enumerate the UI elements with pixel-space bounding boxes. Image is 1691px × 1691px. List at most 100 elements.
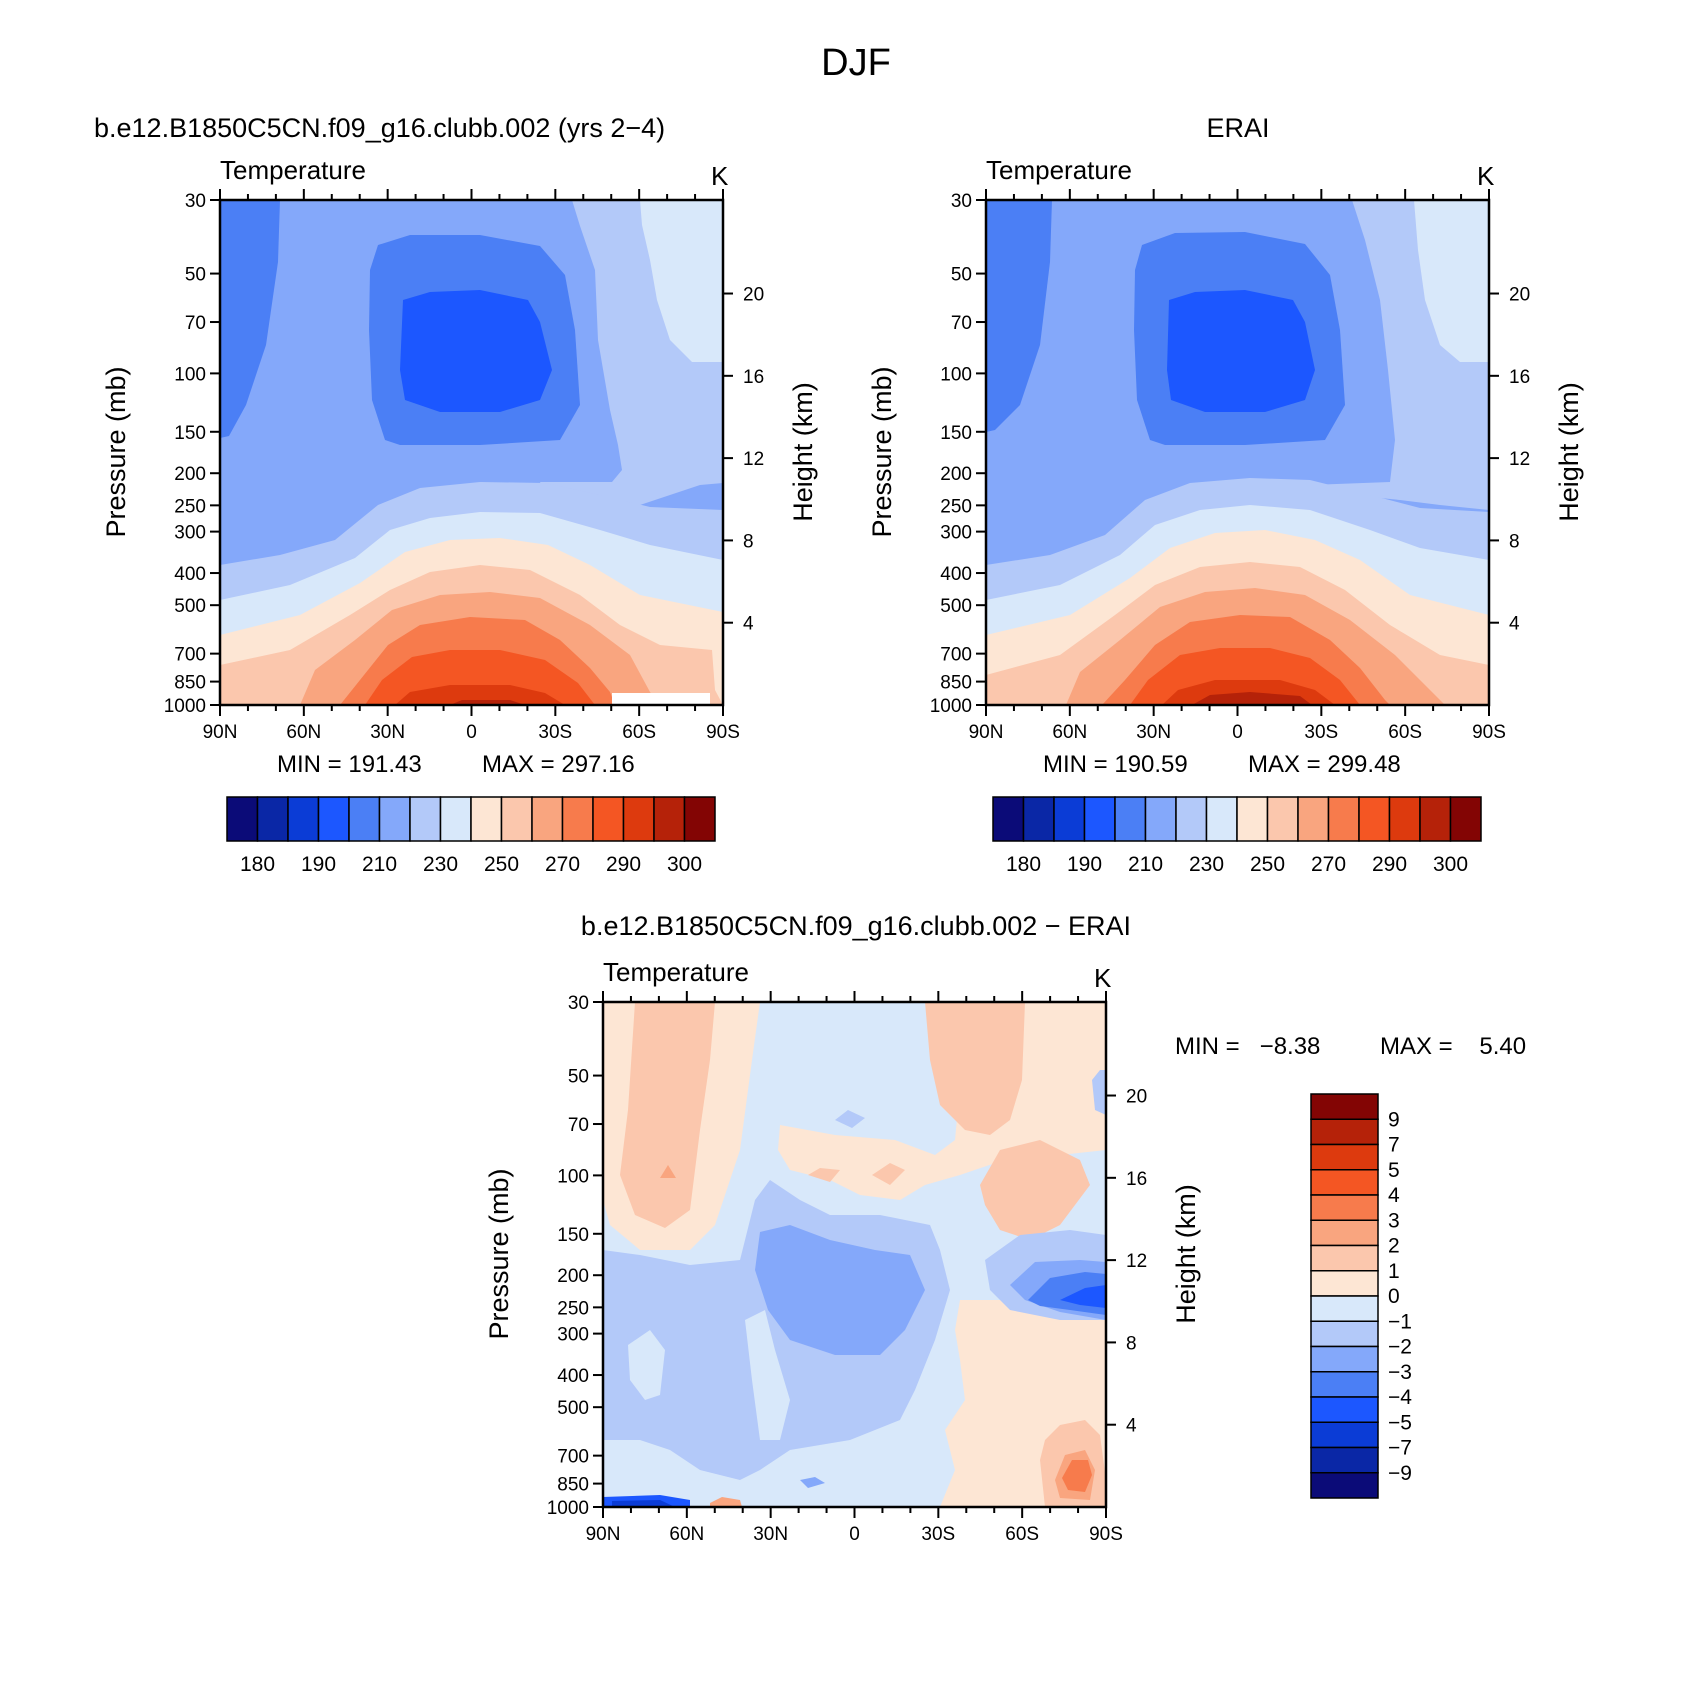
diff-ptick-label: 400 bbox=[557, 1366, 589, 1387]
obs-colorbar-label: 210 bbox=[1128, 853, 1163, 876]
diff-ptick-label: 150 bbox=[557, 1225, 589, 1246]
obs-ptick-label: 200 bbox=[940, 464, 972, 485]
obs-fill-190 bbox=[1167, 290, 1315, 412]
diff-ptick-label: 50 bbox=[568, 1067, 589, 1088]
panel-obs-max: MAX = 299.48 bbox=[1248, 751, 1401, 778]
model-colorbar-swatch bbox=[409, 796, 442, 842]
obs-colorbar-label: 270 bbox=[1311, 853, 1346, 876]
diff-ptick-label: 250 bbox=[557, 1298, 589, 1319]
obs-ptick-label: 30 bbox=[951, 191, 972, 212]
obs-colorbar-swatch bbox=[1297, 796, 1330, 842]
diff-colorbar-swatch bbox=[1310, 1118, 1379, 1146]
model-colorbar-swatch bbox=[348, 796, 381, 842]
diff-ptick-label: 100 bbox=[557, 1166, 589, 1187]
obs-ptick-label: 700 bbox=[940, 645, 972, 666]
model-htick-label: 8 bbox=[743, 531, 754, 552]
diff-fill-minus1-hole-1 bbox=[628, 1330, 665, 1400]
panel-diff-contours bbox=[603, 1002, 1106, 1507]
obs-ptick-label: 1000 bbox=[930, 696, 972, 717]
model-fill-190 bbox=[400, 290, 552, 412]
model-colorbar-label: 270 bbox=[545, 853, 580, 876]
obs-colorbar-swatch bbox=[1205, 796, 1238, 842]
diff-fill-warm-left bbox=[620, 1002, 715, 1228]
diff-ptick-label: 300 bbox=[557, 1325, 589, 1346]
model-ptick-label: 500 bbox=[174, 596, 206, 617]
diff-ptick-label: 850 bbox=[557, 1475, 589, 1496]
panel-diff-min: MIN = −8.38 bbox=[1175, 1033, 1320, 1060]
diff-colorbar-label: 2 bbox=[1388, 1235, 1400, 1258]
obs-lat-label: 60N bbox=[1052, 722, 1087, 743]
model-lat-label: 0 bbox=[466, 722, 477, 743]
panel-obs-ticks: 3050701001502002503004005007008501000481… bbox=[930, 189, 1530, 743]
diff-colorbar-label: −5 bbox=[1388, 1411, 1412, 1434]
diff-lat-label: 90N bbox=[586, 1524, 621, 1545]
diff-ptick-label: 1000 bbox=[547, 1498, 589, 1519]
panel-model-variable: Temperature bbox=[220, 155, 366, 185]
obs-colorbar-swatch bbox=[1053, 796, 1086, 842]
diff-colorbar-label: −4 bbox=[1388, 1386, 1412, 1409]
model-colorbar-swatch bbox=[470, 796, 503, 842]
panel-obs-colorbar: 180 190 210 230 250 270 290 300 bbox=[992, 796, 1482, 876]
panel-diff-units: K bbox=[1094, 963, 1112, 993]
obs-ptick-label: 400 bbox=[940, 564, 972, 585]
panel-model-min: MIN = 191.43 bbox=[277, 751, 422, 778]
panel-diff: b.e12.B1850C5CN.f09_g16.clubb.002 − ERAI bbox=[484, 911, 1526, 1545]
obs-ptick-label: 250 bbox=[940, 496, 972, 517]
obs-lat-label: 60S bbox=[1388, 722, 1422, 743]
obs-colorbar-swatch bbox=[1358, 796, 1391, 842]
diff-colorbar-label: −7 bbox=[1388, 1437, 1412, 1460]
obs-ptick-label: 500 bbox=[940, 596, 972, 617]
diff-colorbar-label: 9 bbox=[1388, 1108, 1400, 1131]
obs-ptick-label: 70 bbox=[951, 313, 972, 334]
diff-lat-label: 60S bbox=[1005, 1524, 1039, 1545]
panel-obs-variable: Temperature bbox=[986, 155, 1132, 185]
model-colorbar-swatch bbox=[592, 796, 625, 842]
model-htick-label: 16 bbox=[743, 367, 764, 388]
obs-colorbar-label: 290 bbox=[1372, 853, 1407, 876]
model-ptick-label: 30 bbox=[185, 191, 206, 212]
obs-colorbar-swatch bbox=[1449, 796, 1482, 842]
model-ptick-label: 400 bbox=[174, 564, 206, 585]
panel-model-units: K bbox=[711, 161, 729, 191]
diff-fill-warm-right bbox=[980, 1140, 1090, 1240]
model-colorbar-label: 290 bbox=[606, 853, 641, 876]
model-colorbar-label: 250 bbox=[484, 853, 519, 876]
obs-lat-label: 30N bbox=[1136, 722, 1171, 743]
diff-colorbar-swatch bbox=[1310, 1396, 1379, 1423]
obs-colorbar-swatch bbox=[1388, 796, 1421, 842]
panel-model-max: MAX = 297.16 bbox=[482, 751, 635, 778]
panel-model-ticks: 3050701001502002503004005007008501000481… bbox=[164, 189, 764, 743]
diff-colorbar-swatch bbox=[1310, 1371, 1379, 1398]
model-ptick-label: 150 bbox=[174, 423, 206, 444]
diff-fill-warm-southpole-inner bbox=[1062, 1460, 1092, 1492]
obs-htick-label: 20 bbox=[1509, 285, 1530, 306]
diff-fill-zero-blob-b bbox=[872, 1163, 905, 1185]
diff-colorbar-label: −2 bbox=[1388, 1336, 1412, 1359]
model-colorbar-swatch bbox=[378, 796, 411, 842]
obs-htick-label: 4 bbox=[1509, 614, 1520, 635]
panel-diff-ylabel-left: Pressure (mb) bbox=[484, 1168, 514, 1339]
obs-ptick-label: 100 bbox=[940, 364, 972, 385]
diff-colorbar-label: 5 bbox=[1388, 1159, 1400, 1182]
model-colorbar-swatch bbox=[500, 796, 533, 842]
model-ptick-label: 50 bbox=[185, 265, 206, 286]
panel-diff-title: b.e12.B1850C5CN.f09_g16.clubb.002 − ERAI bbox=[581, 911, 1131, 941]
obs-colorbar-swatch bbox=[992, 796, 1025, 842]
diff-colorbar-swatch bbox=[1310, 1194, 1379, 1221]
model-ptick-label: 200 bbox=[174, 464, 206, 485]
obs-lat-label: 0 bbox=[1232, 722, 1243, 743]
obs-fill-220-polar bbox=[986, 200, 1052, 432]
diff-fill-small-cold-top bbox=[835, 1110, 865, 1128]
diff-colorbar-label: 7 bbox=[1388, 1134, 1400, 1157]
diff-htick-label: 12 bbox=[1126, 1251, 1147, 1272]
model-htick-label: 4 bbox=[743, 614, 754, 635]
obs-ptick-label: 850 bbox=[940, 673, 972, 694]
obs-colorbar-swatch bbox=[1236, 796, 1269, 842]
model-fill-antarctic-surface bbox=[612, 693, 710, 705]
model-lat-label: 60N bbox=[286, 722, 321, 743]
model-colorbar-label: 300 bbox=[667, 853, 702, 876]
panel-diff-max: MAX = 5.40 bbox=[1380, 1033, 1526, 1060]
panel-obs-min: MIN = 190.59 bbox=[1043, 751, 1188, 778]
